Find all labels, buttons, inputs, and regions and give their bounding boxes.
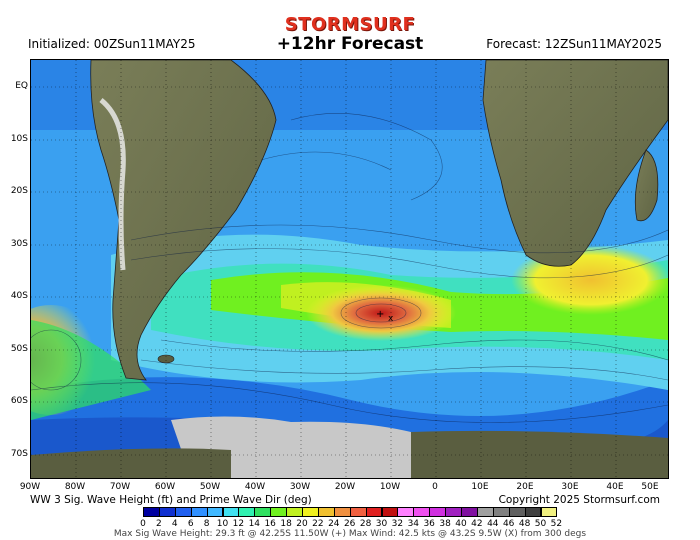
colorbar-tick-label: 32	[391, 519, 404, 529]
andes-snow	[99, 98, 126, 271]
lat-label: 50S	[10, 344, 28, 354]
colorbar-swatch	[270, 507, 288, 517]
max-swell-core	[306, 285, 456, 341]
colorbar-tick-label: 30	[375, 519, 388, 529]
stormsurf-logo: STORMSURF	[284, 14, 416, 35]
madagascar	[634, 149, 659, 222]
colorbar-swatch	[317, 507, 335, 517]
lon-label: 10E	[471, 482, 489, 492]
colorbar-tick-label: 0	[140, 519, 146, 529]
antarctic-ice	[171, 416, 431, 478]
lon-label: 50E	[641, 482, 659, 492]
colorbar-tick-label: 34	[407, 519, 420, 529]
lat-label: 30S	[10, 239, 28, 249]
colorbar-tick-label: 50	[534, 519, 547, 529]
max-wind-marker: x	[388, 314, 394, 324]
colorbar-swatch	[461, 507, 478, 517]
lon-label: 30W	[289, 482, 311, 492]
colorbar-swatch	[286, 507, 303, 517]
west-swell-band	[31, 320, 151, 420]
colorbar-tick-label: 12	[232, 519, 245, 529]
colorbar-tick-label: 14	[248, 519, 261, 529]
colorbar-swatch	[445, 507, 462, 517]
south-america	[90, 59, 277, 381]
colorbar-tick-label: 6	[187, 519, 194, 529]
colorbar-swatch	[349, 507, 367, 517]
colorbar-swatch	[492, 507, 510, 517]
lon-label: 10W	[379, 482, 401, 492]
colorbar-tick-label: 22	[312, 519, 324, 529]
colorbar-swatch	[381, 507, 399, 517]
lon-label: 30E	[561, 482, 579, 492]
colorbar-swatch	[413, 507, 431, 517]
lon-label: 70W	[109, 482, 131, 492]
lon-label: 80W	[64, 482, 86, 492]
forecast-title: +12hr Forecast	[276, 34, 424, 54]
initialized-label: Initialized: 00ZSun11MAY25	[28, 37, 196, 51]
colorbar-swatch	[222, 507, 240, 517]
colorbar-tick-label: 52	[550, 519, 563, 529]
colorbar-tick-label: 2	[156, 519, 162, 529]
colorbar-tick-label: 24	[328, 519, 340, 529]
lat-label: 10S	[10, 134, 28, 144]
colorbar-swatch	[302, 507, 319, 517]
colorbar-swatch	[476, 507, 494, 517]
colorbar-tick-label: 42	[471, 519, 483, 529]
colorbar-swatch	[238, 507, 256, 517]
colorbar-tick-label: 10	[216, 519, 229, 529]
lon-label: 0	[432, 482, 438, 492]
colorbar-swatch	[174, 507, 192, 517]
colorbar-swatch	[540, 507, 558, 517]
colorbar-tick-label: 16	[264, 519, 276, 529]
colorbar-tick-label: 36	[423, 519, 435, 529]
lon-label: 40W	[244, 482, 266, 492]
lat-label: 60S	[10, 396, 28, 406]
map-canvas: + x	[0, 59, 671, 478]
lon-label: 20W	[334, 482, 356, 492]
map-caption: WW 3 Sig. Wave Height (ft) and Prime Wav…	[30, 494, 312, 506]
colorbar-tick-label: 38	[439, 519, 451, 529]
valid-time-label: Forecast: 12ZSun11MAY2025	[486, 37, 662, 51]
colorbar-swatch	[429, 507, 447, 517]
antarctica-east	[411, 430, 668, 478]
wave-height-map: + x	[0, 59, 671, 479]
max-values-footer: Max Sig Wave Height: 29.3 ft @ 42.25S 11…	[113, 529, 587, 539]
lon-label: 20E	[516, 482, 534, 492]
copyright: Copyright 2025 Stormsurf.com	[498, 494, 660, 506]
lon-label: 40E	[606, 482, 624, 492]
colorbar-tick-label: 4	[171, 519, 178, 529]
africa	[482, 59, 669, 267]
colorbar-swatch	[143, 507, 160, 517]
colorbar-tick-label: 26	[343, 519, 356, 529]
colorbar-tick-label: 44	[487, 519, 499, 529]
colorbar-tick-label: 8	[203, 519, 210, 529]
colorbar-tick-label: 40	[455, 519, 467, 529]
colorbar-swatch	[254, 507, 272, 517]
antarctica-west	[31, 448, 231, 478]
lat-label: 40S	[10, 291, 28, 301]
colorbar-swatch	[190, 507, 208, 517]
lat-label: EQ	[15, 81, 28, 91]
lon-label: 60W	[154, 482, 176, 492]
colorbar-swatch	[508, 507, 526, 517]
colorbar-tick-label: 18	[280, 519, 292, 529]
lon-label: 50W	[199, 482, 221, 492]
graticule	[31, 60, 668, 478]
colorbar-swatch	[397, 507, 415, 517]
colorbar-swatch	[206, 507, 224, 517]
colorbar-swatch	[365, 507, 383, 517]
max-wave-marker: +	[376, 309, 384, 320]
colorbar-tick-label: 46	[502, 519, 515, 529]
lon-label: 90W	[19, 482, 41, 492]
colorbar-swatch	[333, 507, 351, 517]
colorbar-tick-label: 48	[518, 519, 531, 529]
colorbar-swatch	[158, 507, 176, 517]
colorbar-tick-label: 20	[296, 519, 308, 529]
lat-label: 70S	[10, 449, 28, 459]
colorbar-swatch	[524, 507, 542, 517]
colorbar-tick-label: 28	[359, 519, 372, 529]
lat-label: 20S	[10, 186, 28, 196]
